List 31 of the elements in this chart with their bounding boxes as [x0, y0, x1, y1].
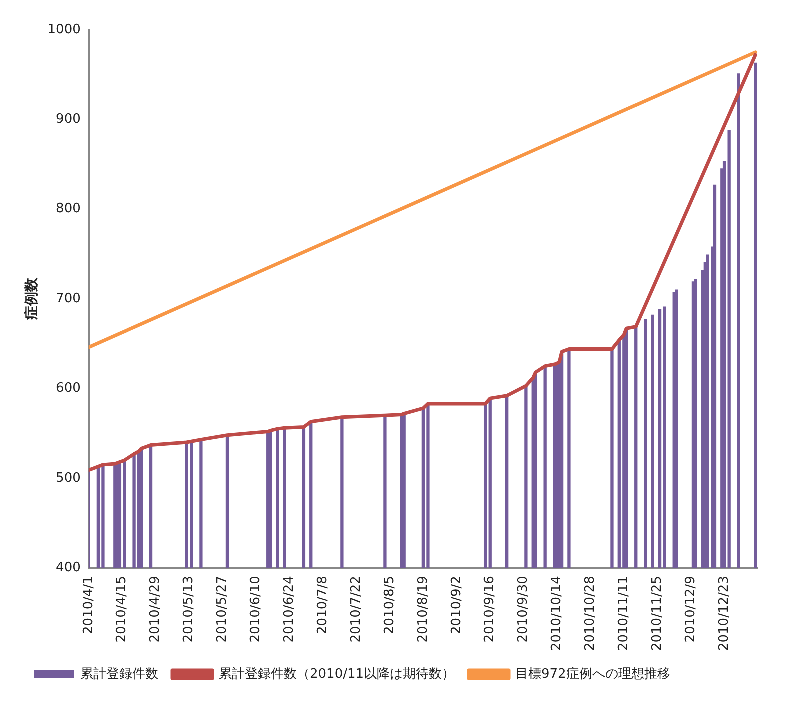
x-tick-label: 2010/9/30 [516, 576, 532, 643]
x-tick-label: 2010/8/19 [416, 576, 431, 643]
x-tick-label: 2010/11/25 [650, 576, 666, 652]
legend-label: 累計登録件数 [80, 666, 158, 682]
x-tick-label: 2010/7/8 [315, 576, 330, 634]
y-tick-label: 800 [56, 202, 81, 217]
x-tick-label: 2010/4/1 [81, 576, 96, 634]
x-tick-label: 2010/6/24 [282, 576, 297, 643]
y-tick-label: 700 [56, 291, 81, 306]
y-tick-label: 500 [56, 470, 81, 486]
x-tick-label: 2010/9/2 [449, 576, 464, 634]
y-tick-label: 600 [56, 381, 81, 396]
x-tick-label: 2010/10/28 [583, 576, 598, 652]
x-tick-label: 2010/6/10 [248, 576, 264, 643]
legend-label: 目標972症例への理想推移 [516, 666, 670, 682]
x-tick-label: 2010/4/15 [114, 576, 130, 643]
x-tick-label: 2010/5/13 [182, 576, 197, 643]
x-tick-label: 2010/11/11 [616, 576, 632, 652]
y-tick-label: 1000 [48, 22, 81, 38]
x-tick-label: 2010/9/16 [482, 576, 498, 643]
y-axis-title: 症例数 [23, 277, 40, 322]
y-tick-label: 400 [56, 560, 81, 576]
x-tick-label: 2010/7/22 [348, 576, 364, 643]
x-tick-label: 2010/4/29 [148, 576, 164, 643]
x-tick-label: 2010/8/5 [382, 576, 398, 634]
x-tick-label: 2010/10/14 [550, 576, 565, 652]
legend-label: 累計登録件数（2010/11以降は期待数） [219, 666, 456, 682]
y-tick-label: 900 [56, 112, 81, 128]
x-tick-label: 2010/12/23 [716, 576, 732, 652]
x-tick-label: 2010/5/27 [215, 576, 230, 643]
x-tick-label: 2010/12/9 [683, 576, 698, 643]
